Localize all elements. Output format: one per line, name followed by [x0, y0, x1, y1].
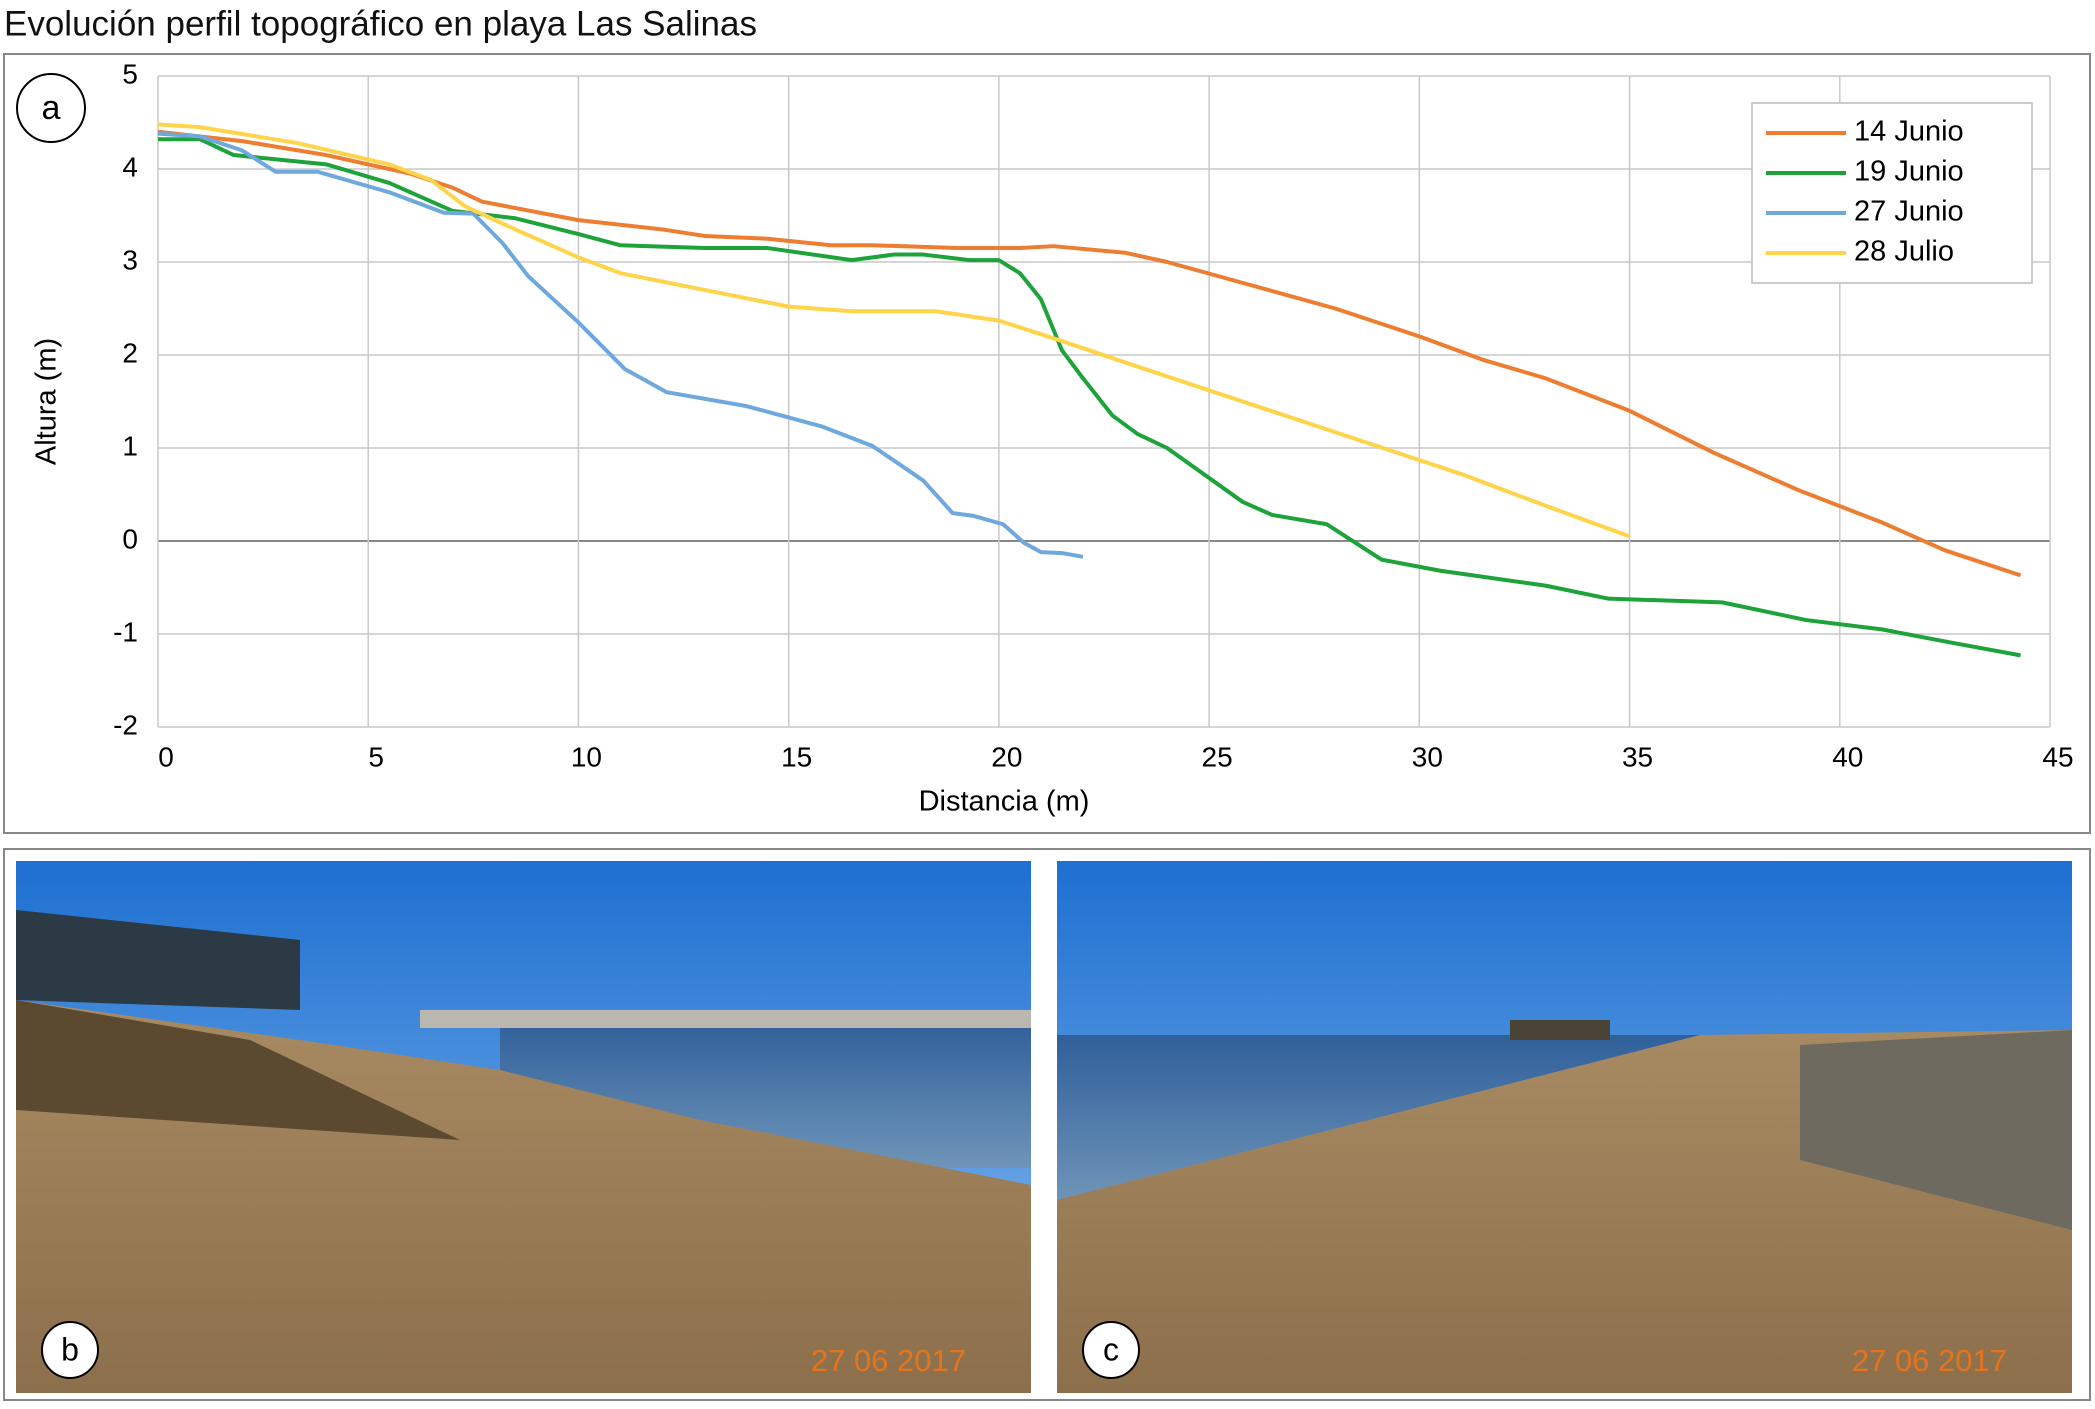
photo-label-circle [41, 1321, 99, 1379]
x-tick-label: 0 [158, 741, 174, 772]
photo-b [16, 861, 1031, 1393]
x-tick-label: 5 [368, 741, 384, 772]
x-tick-label: 45 [2042, 741, 2073, 772]
legend-label: 19 Junio [1854, 156, 1964, 188]
y-tick-label: -1 [113, 616, 138, 647]
data-line [157, 129, 2022, 578]
y-tick-label: 4 [122, 151, 138, 182]
data-line [157, 122, 1631, 539]
y-axis-label: Altura (m) [31, 338, 63, 465]
data-line [157, 131, 1084, 559]
y-tick-label: 0 [122, 523, 138, 554]
legend-label: 28 Julio [1854, 236, 1954, 268]
photo-date: 27 06 2017 [811, 1343, 966, 1378]
x-tick-label: 10 [571, 741, 602, 772]
data-line [158, 137, 2021, 658]
x-tick-label: 25 [1202, 741, 1233, 772]
x-tick-label: 20 [991, 741, 1022, 772]
photo-label: b [61, 1331, 79, 1367]
y-tick-label: 3 [122, 244, 138, 275]
legend-label: 14 Junio [1854, 116, 1964, 148]
y-tick-label: -2 [113, 709, 138, 740]
photo-label: c [1103, 1331, 1119, 1367]
y-tick-label: 2 [122, 337, 138, 368]
photo-date: 27 06 2017 [1852, 1343, 2007, 1378]
x-tick-label: 40 [1832, 741, 1863, 772]
x-tick-label: 30 [1412, 741, 1443, 772]
photo-label-circle [1082, 1321, 1140, 1379]
chart-frame [3, 53, 2091, 834]
legend-label: 27 Junio [1854, 196, 1964, 228]
panel-label-circle [16, 73, 86, 143]
x-tick-label: 15 [781, 741, 812, 772]
y-tick-label: 1 [122, 430, 138, 461]
panel-label: a [42, 89, 61, 127]
x-axis-label: Distancia (m) [919, 786, 1090, 818]
photo-c [1057, 861, 2072, 1393]
x-tick-label: 35 [1622, 741, 1653, 772]
y-tick-label: 5 [122, 58, 138, 89]
figure-title: Evolución perfil topográfico en playa La… [4, 4, 757, 43]
